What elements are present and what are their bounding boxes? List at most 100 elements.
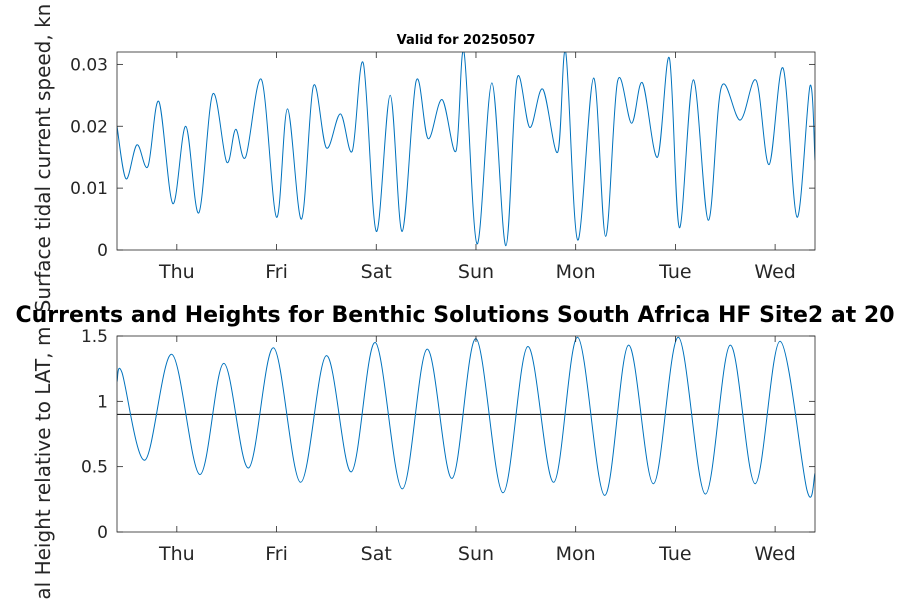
x-tick-label: Fri — [265, 261, 288, 283]
chart-title: Currents and Heights for Benthic Solutio… — [15, 303, 894, 328]
data-point — [136, 144, 138, 146]
data-point — [502, 492, 504, 494]
data-point — [542, 88, 544, 90]
x-tick-label: Sat — [361, 261, 392, 283]
data-point — [260, 79, 262, 81]
data-point — [630, 122, 632, 124]
data-point — [198, 212, 200, 214]
data-point — [275, 216, 277, 218]
data-point — [677, 336, 679, 338]
y-tick-label: 1.5 — [81, 327, 108, 347]
data-point — [351, 150, 353, 152]
data-point — [389, 94, 391, 96]
data-point — [272, 347, 274, 349]
data-point — [339, 113, 341, 115]
data-point — [557, 151, 559, 153]
x-tick-label: Fri — [265, 543, 288, 565]
data-point — [796, 216, 798, 218]
data-point — [312, 85, 314, 87]
data-point — [720, 86, 722, 88]
x-tick-label: Mon — [556, 261, 596, 283]
x-tick-label: Mon — [556, 543, 596, 565]
series-line — [117, 52, 815, 247]
data-point — [300, 218, 302, 220]
data-point — [234, 128, 236, 130]
data-point — [641, 82, 643, 84]
data-point — [222, 362, 224, 364]
plot-area — [117, 336, 815, 532]
y-tick-label: 0.02 — [70, 117, 108, 137]
data-point — [576, 336, 578, 338]
y-tick-label: 0 — [97, 241, 108, 261]
x-tick-label: Sun — [458, 543, 494, 565]
data-point — [782, 67, 784, 69]
data-point — [121, 371, 123, 373]
data-point — [325, 354, 327, 356]
x-tick-label: Tue — [658, 261, 691, 283]
data-point — [576, 239, 578, 241]
x-tick-label: Wed — [754, 543, 795, 565]
data-point — [505, 244, 507, 246]
data-point — [426, 348, 428, 350]
data-point — [401, 488, 403, 490]
y-axis-label: Surface tidal current speed, kn — [31, 4, 55, 313]
data-point — [286, 108, 288, 110]
current-speed-panel: 0 0.01 0.02 0.03 Thu Fri Sat Sun Mon Tue Wed Valid … — [31, 4, 816, 313]
chart-title: Valid for 20250507 — [397, 33, 536, 48]
data-point — [529, 126, 531, 128]
y-tick-label: 0 — [97, 523, 108, 543]
data-point — [491, 82, 493, 84]
data-point — [375, 230, 377, 232]
series-line — [117, 336, 815, 498]
data-point — [441, 98, 443, 100]
data-point — [125, 178, 127, 180]
x-tick-label: Sun — [458, 261, 494, 283]
data-point — [729, 344, 731, 346]
data-point — [185, 125, 187, 127]
y-tick-label: 1 — [97, 392, 108, 412]
data-point — [592, 77, 594, 79]
data-point — [144, 459, 146, 461]
tidal-height-panel: 0 0.5 1 1.5 Thu Fri Sat Sun Mon Tue Wed Currents an… — [15, 303, 894, 604]
data-point — [147, 165, 149, 167]
data-point — [779, 340, 781, 342]
x-tick-label: Wed — [754, 261, 795, 283]
data-point — [603, 494, 605, 496]
data-point — [516, 78, 518, 80]
data-point — [350, 471, 352, 473]
y-tick-label: 0.5 — [81, 458, 108, 478]
data-point — [244, 156, 246, 158]
data-point — [627, 344, 629, 346]
data-point — [415, 80, 417, 82]
data-point — [553, 481, 555, 483]
data-point — [616, 80, 618, 82]
data-point — [768, 163, 770, 165]
y-tick-label: 0.01 — [70, 179, 108, 199]
data-point — [401, 230, 403, 232]
axes-box — [116, 51, 816, 251]
data-point — [668, 57, 670, 59]
data-point — [212, 93, 214, 95]
data-point — [455, 150, 457, 152]
data-point — [172, 202, 174, 204]
x-tick-label: Tue — [658, 543, 691, 565]
data-point — [754, 482, 756, 484]
data-point — [325, 147, 327, 149]
data-point — [171, 353, 173, 355]
data-point — [692, 79, 694, 81]
y-tick-label: 0.03 — [70, 55, 108, 75]
data-point — [158, 100, 160, 102]
data-point — [704, 493, 706, 495]
y-axis-label: Tidal Height relative to LAT, m — [31, 327, 55, 600]
plot-area — [117, 52, 815, 250]
data-point — [755, 79, 757, 81]
data-point — [427, 137, 429, 139]
axes-box — [116, 335, 816, 533]
data-point — [809, 85, 811, 87]
data-point — [656, 156, 658, 158]
data-point — [604, 235, 606, 237]
data-point — [707, 219, 709, 221]
x-tick-label: Thu — [158, 543, 195, 565]
x-tick-label: Sat — [361, 543, 392, 565]
